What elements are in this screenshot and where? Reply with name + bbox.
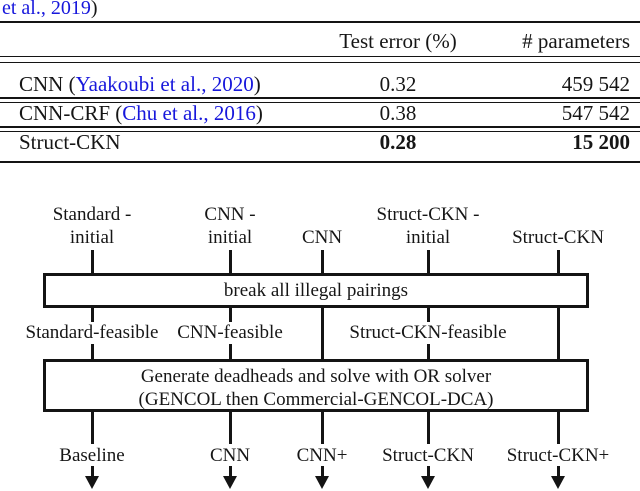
flow-line-cnn [320,308,324,359]
label-standard-initial: Standard - initial [52,204,132,248]
arrow-down-icon [90,466,94,478]
table-top-rule [0,21,640,24]
flow-line-struct-ckn-plus [556,412,560,444]
label-cnn-initial: CNN - initial [204,204,256,248]
label-struct-ckn-output: Struct-CKN [382,445,474,466]
flow-line-struct-ckn-feasible [426,308,430,322]
table-row-cnn-crf: CNN-CRF (Chu et al., 2016) 0.38 547 542 [0,101,640,125]
cell-test-error: 0.28 [379,130,417,154]
table-row-rule-1b [0,101,640,104]
break-pairings-label: break all illegal pairings [223,280,409,301]
arrow-down-icon [315,476,329,489]
flow-line-baseline [90,412,94,444]
cell-parameters: 15 200 [572,130,630,154]
or-solver-box: Generate deadheads and solve with OR sol… [43,359,589,412]
flow-line-struct-ckn [556,308,560,359]
citation-link-yaakoubi[interactable]: Yaakoubi et al., 2020 [75,72,254,96]
row-label: CNN (Yaakoubi et al., 2020) [19,72,261,96]
header-test-error: Test error (%) [339,29,457,53]
table-header-rule-a [0,55,640,58]
arrow-down-icon [421,476,435,489]
arrow-down-icon [551,476,565,489]
cell-test-error: 0.32 [379,72,417,96]
flow-line-cnn-initial [228,250,232,274]
table-row-rule-2a [0,126,640,128]
header-parameters: # parameters [522,29,630,53]
table-row-cnn: CNN (Yaakoubi et al., 2020) 0.32 459 542 [0,72,640,96]
citation-suffix: ) [90,0,98,19]
or-solver-line1: Generate deadheads and solve with OR sol… [140,366,492,387]
arrow-down-icon [556,466,560,478]
citation-link-2019[interactable]: et al., 2019 [2,0,91,19]
label-struct-ckn-initial: Struct-CKN - initial [376,204,480,248]
arrow-down-icon [85,476,99,489]
table-header-rule-b [0,61,640,64]
flow-line-struct-ckn-feasible [426,344,430,359]
arrow-down-icon [228,466,232,478]
or-solver-line2: (GENCOL then Commercial-GENCOL-DCA) [138,389,494,410]
break-pairings-box: break all illegal pairings [43,273,589,308]
label-struct-ckn: Struct-CKN [512,227,604,248]
table-row-struct-ckn: Struct-CKN 0.28 15 200 [0,130,640,154]
cell-parameters: 547 542 [561,101,630,125]
citation-link-chu[interactable]: Chu et al., 2016 [122,101,256,125]
row-label: CNN-CRF (Chu et al., 2016) [19,101,263,125]
citation-fragment: et al., 2019) [2,0,98,20]
flow-line-cnn [320,250,324,274]
flow-line-cnn-feasible [228,308,232,322]
row-label: Struct-CKN [19,130,121,154]
arrow-down-icon [223,476,237,489]
table-bottom-rule [0,160,640,164]
table-header-row: Test error (%) # parameters [0,29,640,53]
table-row-rule-1a [0,97,640,99]
cell-parameters: 459 542 [561,72,630,96]
label-struct-ckn-feasible: Struct-CKN-feasible [349,322,507,343]
label-cnn-output: CNN [209,445,251,466]
flow-line-standard [90,250,94,274]
label-cnn: CNN [301,227,343,248]
label-struct-ckn-plus-output: Struct-CKN+ [506,445,610,466]
flow-line-struct-ckn-out [426,412,430,444]
label-standard-feasible: Standard-feasible [25,322,159,343]
flow-line-struct-ckn [556,250,560,274]
label-cnn-feasible: CNN-feasible [177,322,283,343]
label-baseline: Baseline [59,445,125,466]
arrow-down-icon [320,466,324,478]
table-row-rule-2b [0,130,640,133]
flow-line-cnn-feasible [228,344,232,359]
flow-line-cnn-out [228,412,232,444]
cell-test-error: 0.38 [379,101,417,125]
flow-line-standard [90,344,94,359]
flow-line-cnn-plus [320,412,324,444]
label-cnn-plus-output: CNN+ [296,445,348,466]
flow-line-struct-ckn-initial [426,250,430,274]
arrow-down-icon [426,466,430,478]
flow-line-standard [90,308,94,322]
